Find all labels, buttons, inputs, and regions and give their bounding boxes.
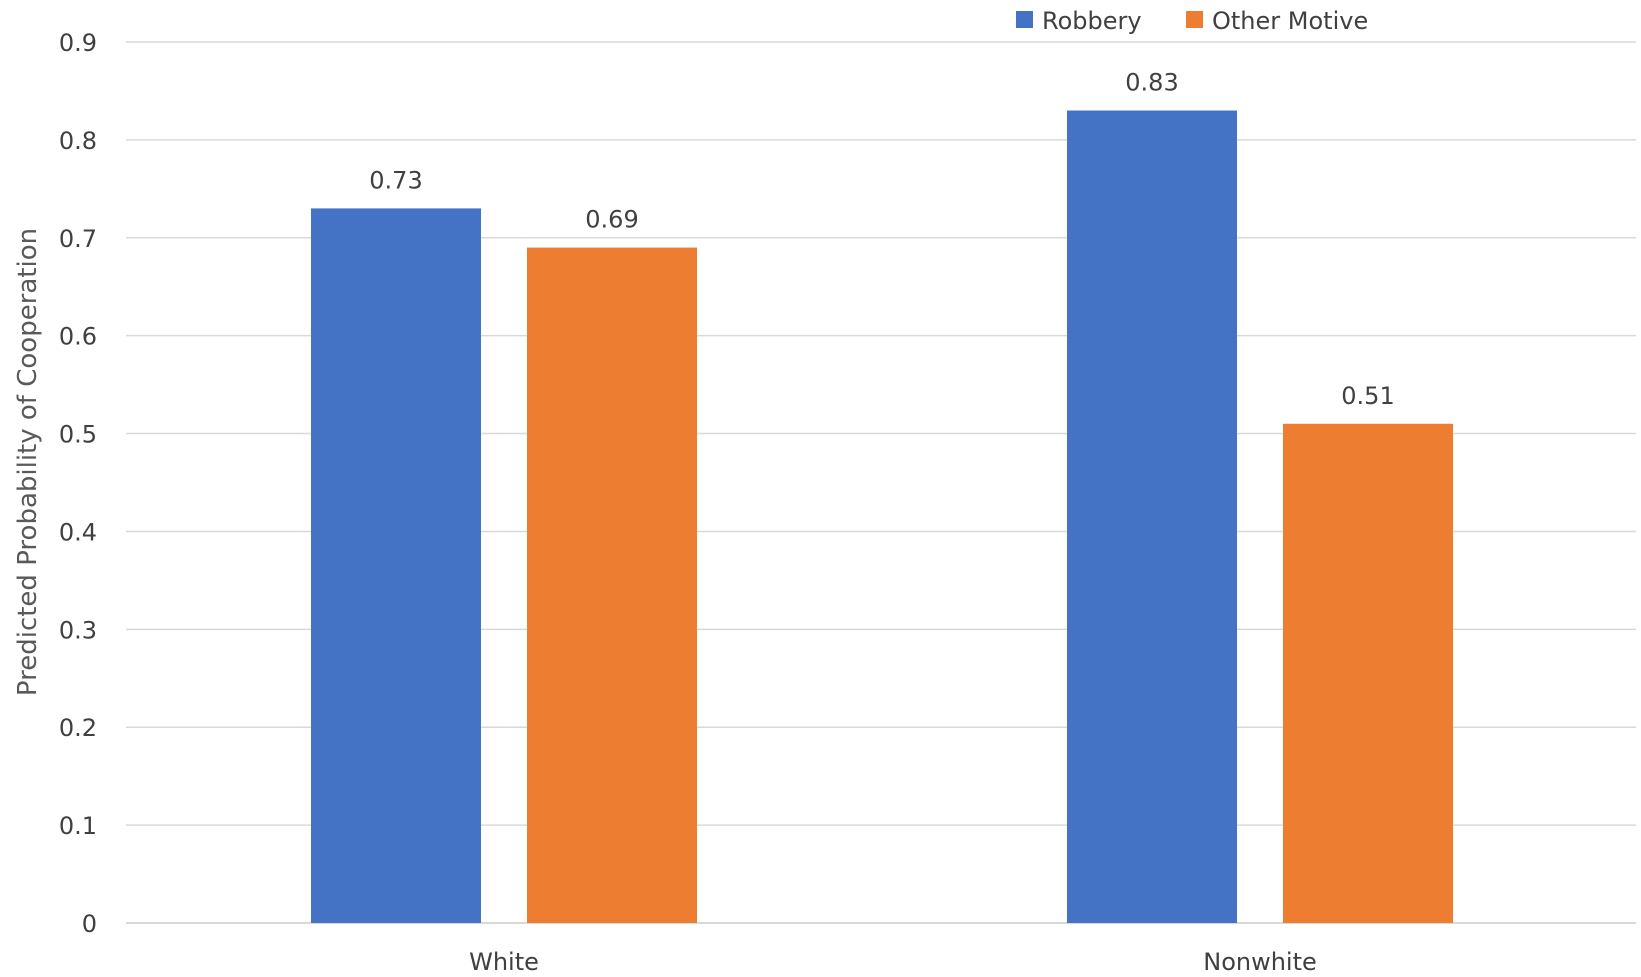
bar-robbery xyxy=(311,208,481,923)
data-label: 0.69 xyxy=(585,206,638,234)
legend-swatch xyxy=(1186,11,1203,28)
y-tick-label: 0.9 xyxy=(59,29,97,57)
data-label: 0.73 xyxy=(369,166,422,194)
x-category-label: Nonwhite xyxy=(1203,948,1317,976)
legend-label: Other Motive xyxy=(1212,7,1368,35)
x-axis-categories: White Nonwhite xyxy=(469,948,1317,976)
legend: Robbery Other Motive xyxy=(1016,7,1368,35)
x-category-label: White xyxy=(469,948,539,976)
y-tick-label: 0.3 xyxy=(59,616,97,644)
y-axis-title: Predicted Probability of Cooperation xyxy=(13,228,43,696)
bar-robbery xyxy=(1067,110,1237,924)
y-tick-label: 0 xyxy=(82,910,97,938)
bar-other-motive xyxy=(527,247,697,924)
legend-label: Robbery xyxy=(1042,7,1142,35)
bars xyxy=(311,110,1453,924)
data-label: 0.83 xyxy=(1125,69,1178,97)
y-tick-label: 0.6 xyxy=(59,323,97,351)
y-tick-label: 0.8 xyxy=(59,127,97,155)
legend-swatch xyxy=(1016,11,1033,28)
data-label: 0.51 xyxy=(1341,382,1394,410)
data-labels: 0.73 0.83 0.69 0.51 xyxy=(369,69,1394,410)
y-tick-label: 0.1 xyxy=(59,812,97,840)
y-tick-label: 0.5 xyxy=(59,421,97,449)
bar-other-motive xyxy=(1283,423,1453,923)
y-tick-label: 0.7 xyxy=(59,225,97,253)
y-axis-ticks: 0 0.1 0.2 0.3 0.4 0.5 0.6 0.7 0.8 0.9 xyxy=(59,29,97,938)
y-tick-label: 0.4 xyxy=(59,518,97,546)
y-tick-label: 0.2 xyxy=(59,714,97,742)
